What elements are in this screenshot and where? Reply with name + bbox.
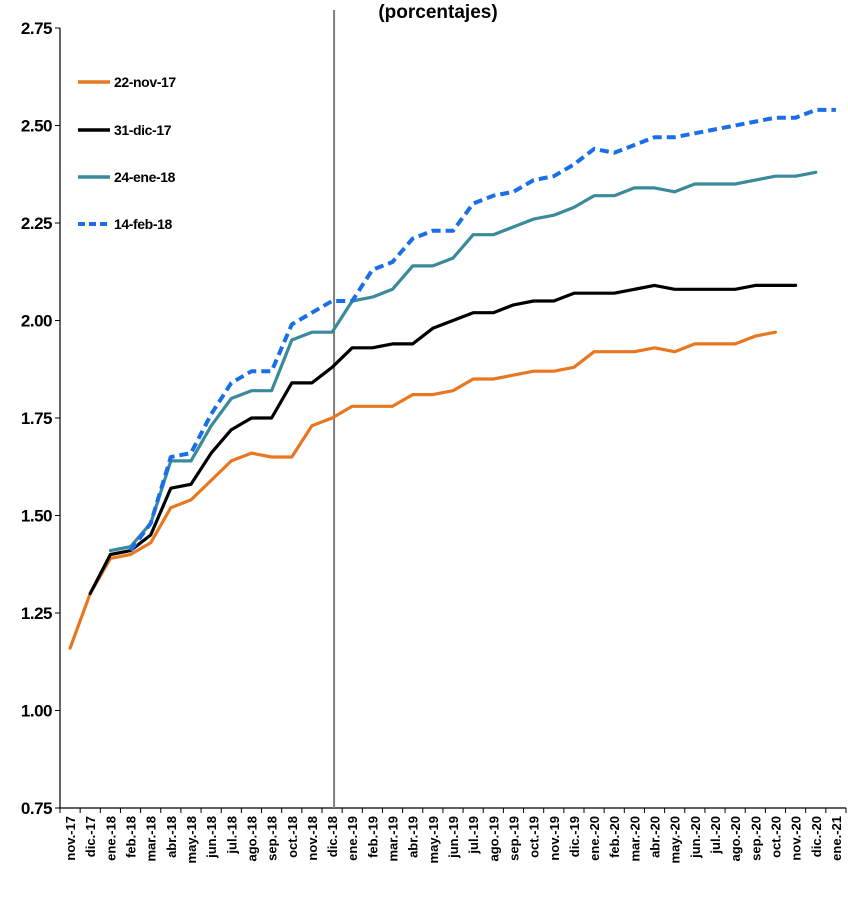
x-tick-label: ago.-20 (728, 816, 743, 862)
y-tick-label: 1.50 (21, 507, 52, 526)
y-tick-label: 2.00 (21, 312, 52, 331)
x-tick-label: mar.-20 (627, 816, 642, 862)
x-tick-label: abr.-18 (164, 816, 179, 858)
x-tick-label: jun.-18 (204, 816, 219, 859)
x-tick-label: ene.-20 (587, 816, 602, 861)
x-tick-label: ago.-19 (486, 816, 501, 862)
x-tick-label: nov.-18 (305, 816, 320, 861)
x-tick-label: may.-18 (184, 816, 199, 863)
x-tick-label: dic.-17 (83, 816, 98, 857)
x-tick-label: abr.-19 (406, 816, 421, 858)
series-line-22-nov-17 (68, 330, 778, 650)
x-tick-label: feb.-18 (124, 816, 139, 858)
x-tick-label: feb.-19 (365, 816, 380, 858)
x-tick-label: oct.-18 (285, 816, 300, 858)
x-tick-label: feb.-20 (607, 816, 622, 858)
x-tick-label: oct.-19 (527, 816, 542, 858)
x-tick-label: jun.-20 (688, 816, 703, 859)
x-tick-label: dic.-18 (325, 816, 340, 857)
x-tick-label: nov.-17 (63, 816, 78, 861)
series-line-31-dic-17 (88, 283, 798, 596)
legend: 22-nov-17 31-dic-17 24-ene-18 14-feb-18 (78, 74, 177, 232)
x-tick-label: dic.-20 (809, 816, 824, 857)
x-tick-label: nov.-19 (547, 816, 562, 861)
x-tick-label: abr.-20 (648, 816, 663, 858)
axes-layer: 0.75 1.00 1.25 1.50 1.75 2.00 2.25 2.50 2.75 nov.… (21, 10, 847, 863)
y-tick-label: 0.75 (21, 799, 52, 818)
x-tick-label: mar.-19 (386, 816, 401, 862)
x-tick-label: may.-19 (426, 816, 441, 863)
x-tick-label: ene.-18 (103, 816, 118, 861)
x-tick-label: sep.-20 (748, 816, 763, 861)
x-tick-label: ene.-19 (345, 816, 360, 861)
x-tick-label: sep.-18 (265, 816, 280, 861)
x-tick-label: ago.-18 (244, 816, 259, 862)
x-tick-label: jul.-18 (224, 816, 239, 855)
x-tick-label: sep.-19 (506, 816, 521, 861)
x-tick-label: jul.-20 (708, 816, 723, 855)
series-line-24-ene-18 (108, 170, 818, 553)
x-tick-label: ene.-21 (829, 816, 844, 861)
x-tick-label: nov.-20 (789, 816, 804, 861)
y-tick-label: 1.75 (21, 409, 52, 428)
legend-label: 22-nov-17 (114, 74, 176, 90)
legend-label: 31-dic-17 (114, 122, 172, 138)
x-tick-label: oct.-20 (768, 816, 783, 858)
x-tick-label: may.-20 (668, 816, 683, 863)
x-tick-label: jun.-19 (446, 816, 461, 859)
y-tick-label: 2.50 (21, 117, 52, 136)
x-tick-label: mar.-18 (144, 816, 159, 862)
y-tick-label: 2.75 (21, 19, 52, 38)
series-line-14-feb-18 (128, 107, 836, 552)
y-tick-label: 1.25 (21, 604, 52, 623)
x-tick-label: dic.-19 (567, 816, 582, 857)
x-tick-label: jul.-19 (466, 816, 481, 855)
series-layer (68, 107, 836, 650)
y-tick-label: 2.25 (21, 214, 52, 233)
chart-title: (porcentajes) (378, 2, 497, 23)
y-tick-label: 1.00 (21, 702, 52, 721)
legend-label: 24-ene-18 (114, 169, 176, 185)
legend-label: 14-feb-18 (114, 216, 172, 232)
